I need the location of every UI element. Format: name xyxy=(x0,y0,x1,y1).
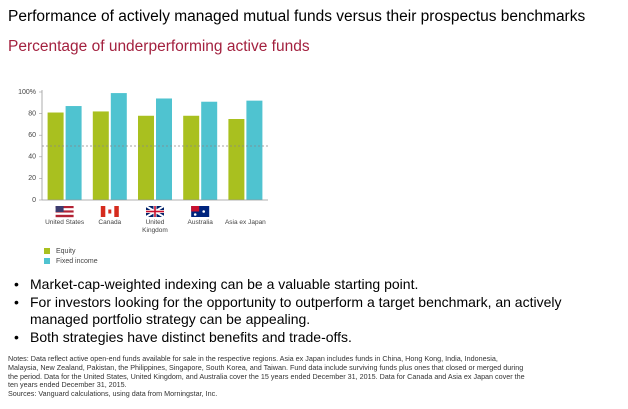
bar xyxy=(156,98,172,200)
flag-part xyxy=(55,208,74,211)
legend-swatch xyxy=(44,248,50,254)
flag-part xyxy=(193,213,197,216)
x-tick-label: Australia xyxy=(187,219,213,226)
note-line: Sources: Vanguard calculations, using da… xyxy=(8,389,218,399)
y-tick-label: 40 xyxy=(28,154,36,161)
y-tick-label: 80 xyxy=(28,110,36,117)
legend-label: Fixed income xyxy=(56,258,98,265)
bullet-list: Market-cap-weighted indexing can be a va… xyxy=(12,276,602,346)
flag-part xyxy=(114,206,119,217)
flag-part xyxy=(191,206,210,217)
flag-part xyxy=(55,212,74,215)
y-tick-label: 20 xyxy=(28,175,36,182)
bar xyxy=(201,101,218,200)
bar xyxy=(110,93,127,200)
x-tick-label: Asia ex Japan xyxy=(224,219,266,226)
chart: 0 20 40 60 80 100% Equity Fixed income xyxy=(18,89,268,265)
y-tick-label: 60 xyxy=(28,132,36,139)
bullet-item: Market-cap-weighted indexing can be a va… xyxy=(12,276,602,294)
notes: Notes: Data reflect active open-end fund… xyxy=(8,354,623,399)
flag-icon xyxy=(100,206,119,217)
flag-part xyxy=(108,209,112,214)
bar xyxy=(138,115,154,200)
x-tick-label: United Kingdom xyxy=(142,219,168,234)
chart-subtitle: Percentage of underperforming active fun… xyxy=(8,38,310,55)
flag-part xyxy=(55,214,74,218)
y-tick-label: 0 xyxy=(32,197,36,204)
flag-part xyxy=(100,206,106,217)
note-line: Malaysia, New Zealand, Pakistan, the Phi… xyxy=(8,362,524,372)
bar xyxy=(183,115,200,200)
bar xyxy=(47,112,64,200)
y-tick-label: 100% xyxy=(18,89,36,96)
flag-part xyxy=(55,210,74,213)
bar xyxy=(228,119,245,200)
flag-part xyxy=(55,206,64,212)
note-line: Notes: Data reflect active open-end fund… xyxy=(8,354,498,363)
flag-part xyxy=(55,206,74,209)
note-line: ten years ended December 31, 2015. xyxy=(8,380,127,390)
flag-part xyxy=(154,206,156,217)
bar xyxy=(92,111,109,200)
flag-part xyxy=(191,206,200,212)
slide-title: Performance of actively managed mutual f… xyxy=(8,8,586,25)
legend-swatch xyxy=(44,258,50,264)
x-tick-label: Canada xyxy=(98,219,122,226)
flag-icon xyxy=(145,205,165,218)
bar xyxy=(65,106,82,200)
legend-label: Equity xyxy=(56,248,76,255)
note-line: the period. Data for the United States, … xyxy=(8,371,525,381)
bullet-item: Both strategies have distinct benefits a… xyxy=(12,329,602,347)
x-tick-label: United States xyxy=(45,219,85,226)
flag-icon xyxy=(55,206,74,218)
flag-part xyxy=(202,210,205,213)
bar xyxy=(246,100,263,200)
flag-icon xyxy=(191,206,210,217)
bullet-item: For investors looking for the opportunit… xyxy=(12,294,602,329)
